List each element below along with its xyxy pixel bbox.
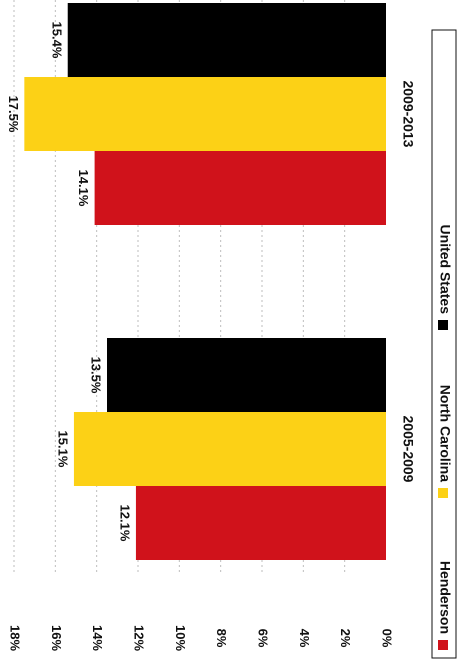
tick-label: 10% (173, 625, 188, 651)
tick-label: 14% (90, 625, 105, 651)
bars (24, 3, 386, 560)
bar (107, 338, 386, 412)
tick-label: 0% (380, 629, 395, 648)
data-label: 14.1% (76, 170, 91, 207)
tick-label: 16% (49, 625, 64, 651)
category-axis: 2005-2009 2009-2013 (400, 81, 416, 483)
tick-label: 4% (297, 629, 312, 648)
legend: Henderson North Carolina United States (431, 29, 457, 659)
legend-swatch (438, 320, 448, 330)
data-label: 15.4% (49, 22, 64, 59)
tick-label: 8% (214, 629, 229, 648)
legend-swatch (438, 488, 448, 498)
tick-label: 2% (338, 629, 353, 648)
category-label: 2009-2013 (400, 81, 416, 148)
category-label: 2005-2009 (400, 416, 416, 483)
bar (73, 412, 386, 486)
legend-swatch (438, 640, 448, 650)
value-axis: 0% 2% 4% 6% 8% 10% 12% 14% 16% 18% (8, 625, 395, 651)
data-labels: 12.1% 14.1% 15.1% 17.5% 13.5% 15.4% (6, 22, 133, 542)
data-label: 13.5% (89, 357, 104, 394)
bar (135, 486, 386, 560)
data-label: 15.1% (55, 431, 70, 468)
data-label: 17.5% (6, 96, 21, 133)
bar (24, 77, 386, 151)
data-label: 12.1% (117, 505, 132, 542)
tick-label: 6% (256, 629, 271, 648)
legend-label: Henderson (437, 561, 453, 634)
legend-label: North Carolina (437, 385, 453, 482)
bar (67, 3, 386, 77)
tick-label: 12% (132, 625, 147, 651)
legend-label: United States (437, 225, 453, 315)
bar (94, 151, 386, 225)
tick-label: 18% (8, 625, 23, 651)
legend-frame (431, 29, 457, 659)
